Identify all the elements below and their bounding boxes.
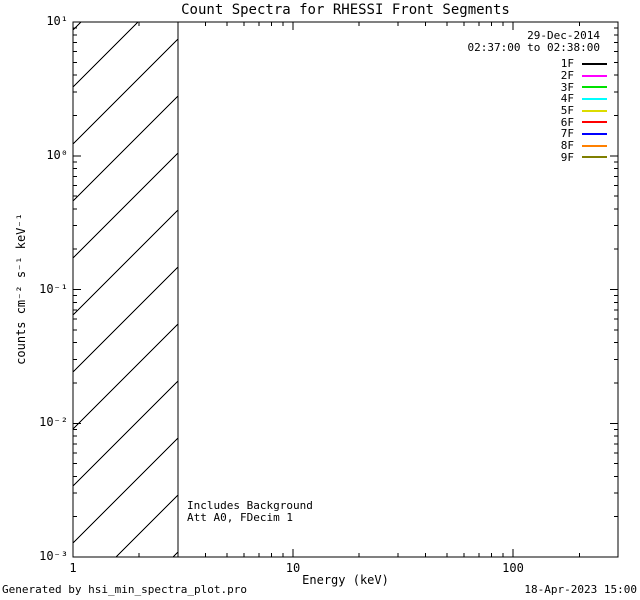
legend-header: 29-Dec-2014 02:37:00 to 02:38:00	[468, 30, 600, 54]
y-tick-label: 10¹	[46, 14, 68, 28]
plot-annotation: Includes Background Att A0, FDecim 1	[187, 500, 313, 524]
y-tick-label: 10⁻³	[39, 549, 68, 563]
legend-color-swatch	[582, 97, 607, 100]
legend: 1F 2F 3F 4F 5F 6F 7F 8F 9F	[561, 58, 607, 163]
y-tick-label: 10⁻¹	[39, 281, 68, 296]
x-axis-label: Energy (keV)	[302, 573, 389, 587]
y-tick-label: 10⁻²	[39, 415, 68, 430]
legend-entry-label: 7F	[560, 127, 574, 141]
legend-entry-label: 2F	[560, 69, 574, 83]
legend-color-swatch	[582, 74, 607, 77]
x-tick-label: 1	[69, 561, 77, 575]
x-tick-label: 100	[502, 561, 524, 575]
legend-time-range: 02:37:00 to 02:38:00	[467, 41, 600, 54]
legend-entry: 4F	[561, 93, 607, 105]
legend-entry: 9F	[561, 152, 607, 164]
legend-entry-label: 9F	[560, 150, 574, 164]
hatch-lines	[73, 22, 178, 557]
legend-color-swatch	[582, 144, 607, 147]
legend-entry: 2F	[561, 70, 607, 82]
annotation-line-1: Includes Background	[187, 499, 313, 512]
legend-entry-label: 5F	[560, 104, 574, 118]
legend-entry: 7F	[561, 128, 607, 140]
legend-color-swatch	[582, 109, 607, 112]
legend-entry: 3F	[561, 81, 607, 93]
legend-entry: 5F	[561, 105, 607, 117]
plot-box	[72, 21, 619, 558]
generation-timestamp: 18-Apr-2023 15:00	[524, 583, 637, 596]
legend-entry-label: 6F	[560, 115, 574, 129]
legend-entry-label: 1F	[560, 57, 574, 71]
legend-color-swatch	[582, 62, 607, 65]
legend-entry: 6F	[561, 116, 607, 128]
legend-date: 29-Dec-2014	[527, 29, 600, 42]
legend-color-swatch	[582, 121, 607, 124]
legend-entry-label: 4F	[560, 92, 574, 106]
generated-by-text: Generated by hsi_min_spectra_plot.pro	[2, 583, 248, 596]
legend-color-swatch	[582, 86, 607, 89]
x-tick-label: 10	[285, 561, 301, 575]
y-tick-label: 10⁰	[46, 147, 68, 162]
legend-color-swatch	[582, 132, 607, 135]
legend-color-swatch	[582, 156, 607, 159]
legend-entry-label: 8F	[560, 139, 574, 153]
legend-entry: 1F	[561, 58, 607, 70]
legend-entry: 8F	[561, 140, 607, 152]
annotation-line-2: Att A0, FDecim 1	[187, 511, 293, 524]
chart-title: Count Spectra for RHESSI Front Segments	[181, 2, 510, 18]
legend-entry-label: 3F	[560, 80, 574, 94]
